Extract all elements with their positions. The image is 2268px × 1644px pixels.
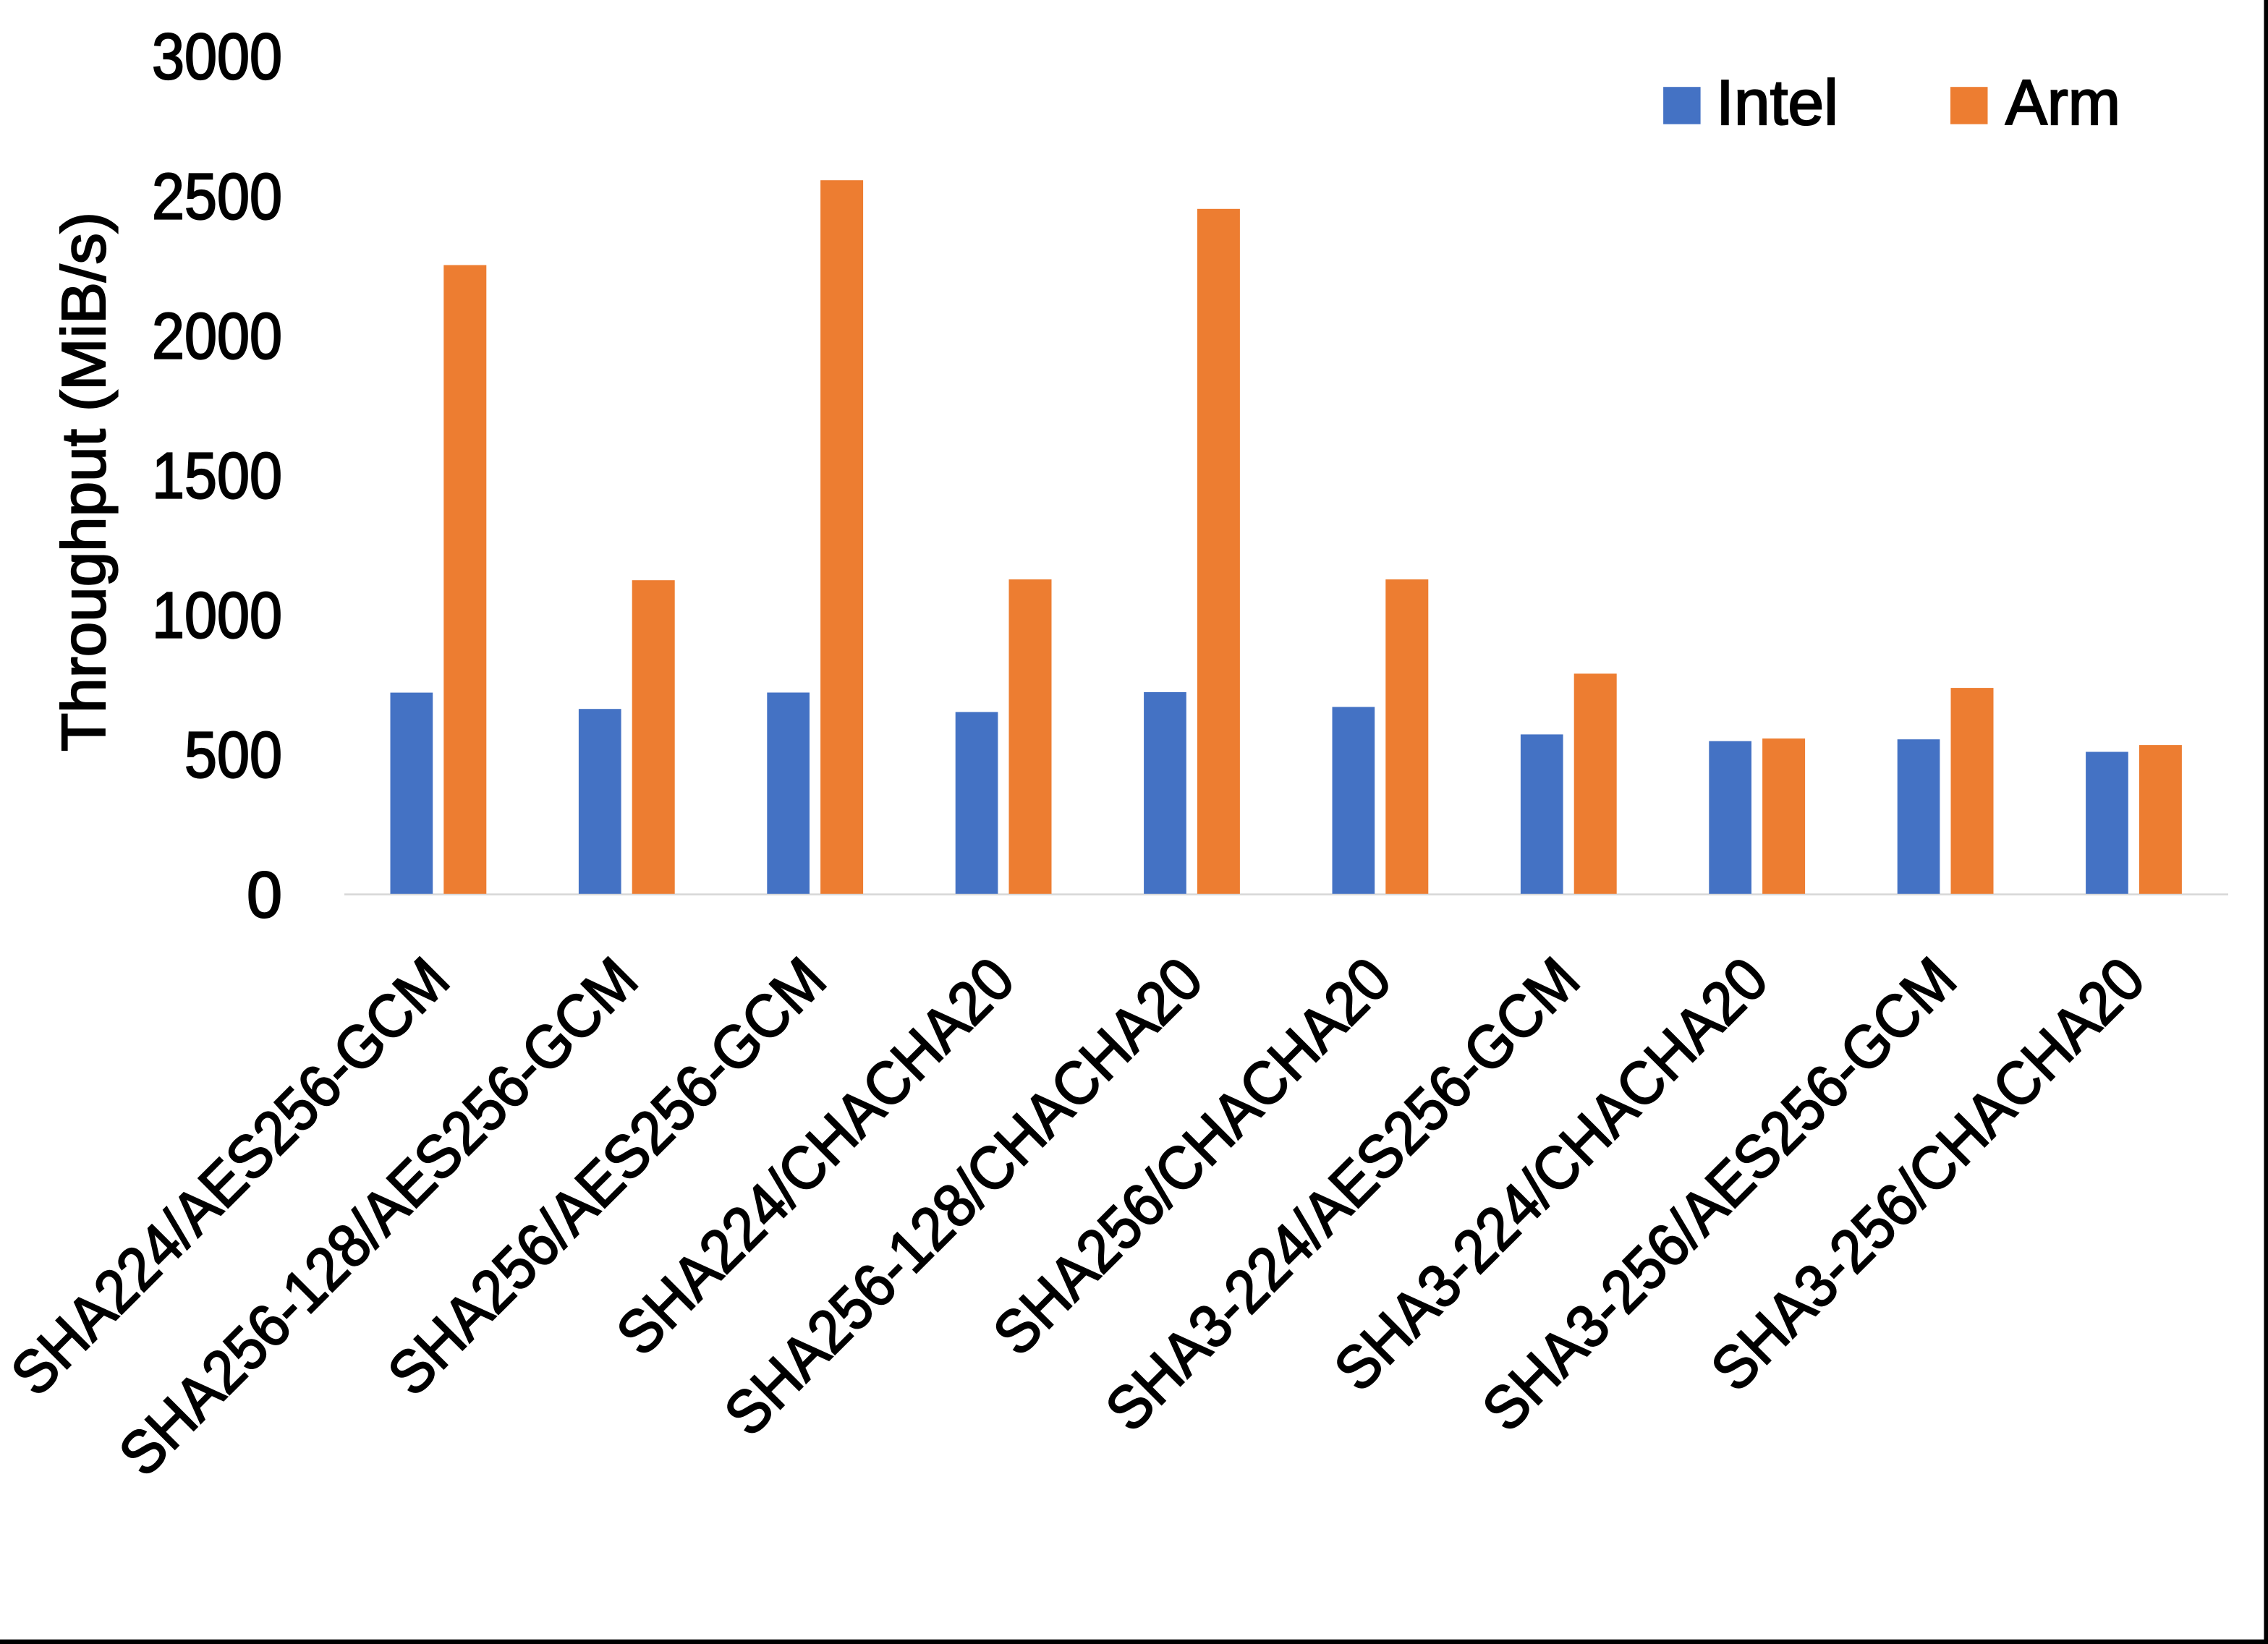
svg-text:Arm: Arm [2005,67,2120,138]
svg-text:500: 500 [184,720,282,792]
svg-text:Throughput (MiB/s): Throughput (MiB/s) [50,212,119,751]
svg-text:2000: 2000 [152,300,282,372]
svg-text:1000: 1000 [152,580,282,652]
svg-text:Intel: Intel [1716,67,1838,138]
svg-text:0: 0 [247,859,282,932]
svg-text:1500: 1500 [152,440,282,513]
svg-text:3000: 3000 [152,21,282,93]
svg-text:2500: 2500 [152,161,282,233]
